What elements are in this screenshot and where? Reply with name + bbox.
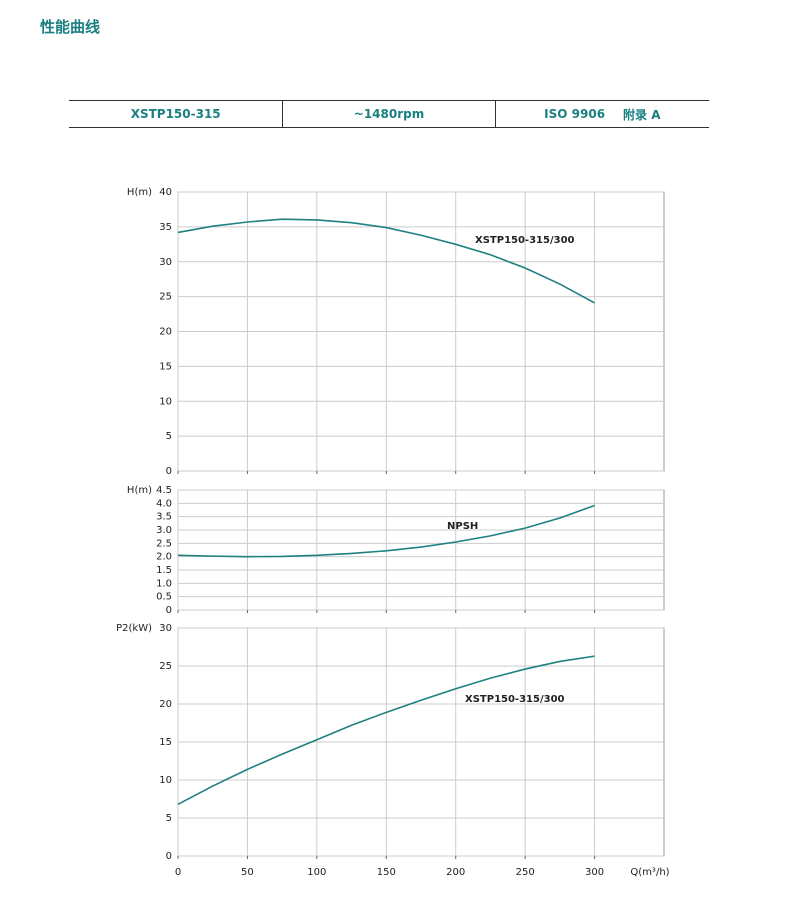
x-tick-label: 300 [585,867,604,878]
y-tick-label: 5 [166,813,172,824]
y-tick-label: 15 [159,361,172,372]
y-tick-label: 20 [159,699,172,710]
y-tick-label: 30 [159,623,172,634]
x-tick-label: 200 [446,867,465,878]
x-tick-label: 50 [241,867,254,878]
y-tick-label: 20 [159,327,172,338]
y-axis-label: H(m) [127,187,152,198]
curve [177,218,595,304]
x-tick-label: 0 [175,867,181,878]
y-tick-label: 10 [159,775,172,786]
y-axis-label: P2(kW) [116,623,152,634]
x-tick-label: 150 [377,867,396,878]
spec-table: XSTP150-315 ~1480rpm ISO 9906 附录 A [69,100,709,128]
y-tick-label: 3.5 [156,512,172,523]
x-axis-label: Q(m³/h) [630,867,669,878]
y-axis-label: H(m) [127,485,152,496]
curve-label: XSTP150-315/300 [475,235,575,246]
y-tick-label: 30 [159,257,172,268]
y-tick-label: 1.0 [156,578,172,589]
standard-cell: ISO 9906 附录 A [494,101,709,127]
y-tick-label: 5 [166,431,172,442]
curve-label: XSTP150-315/300 [465,694,565,705]
curve [177,504,595,558]
page-title: 性能曲线 [40,18,101,36]
y-tick-label: 35 [159,222,172,233]
y-tick-label: 0 [166,851,172,862]
annex: 附录 A [623,107,661,122]
x-tick-label: 250 [516,867,535,878]
curve-label: NPSH [447,521,478,532]
speed-cell: ~1480rpm [282,101,494,127]
y-tick-label: 0.5 [156,592,172,603]
y-tick-label: 4.5 [156,485,172,496]
y-tick-label: 25 [159,661,172,672]
curve [177,655,595,806]
y-tick-label: 1.5 [156,565,172,576]
y-tick-label: 0 [166,466,172,477]
plot-frame [177,489,665,611]
y-tick-label: 4.0 [156,498,172,509]
y-tick-label: 40 [159,187,172,198]
y-tick-label: 2.5 [156,538,172,549]
standard: ISO 9906 [544,107,606,121]
y-tick-label: 2.0 [156,552,172,563]
y-tick-label: 15 [159,737,172,748]
y-tick-label: 0 [166,605,172,616]
y-tick-label: 3.0 [156,525,172,536]
y-tick-label: 10 [159,396,172,407]
y-tick-label: 25 [159,292,172,303]
x-tick-label: 100 [307,867,326,878]
model-cell: XSTP150-315 [130,107,221,121]
